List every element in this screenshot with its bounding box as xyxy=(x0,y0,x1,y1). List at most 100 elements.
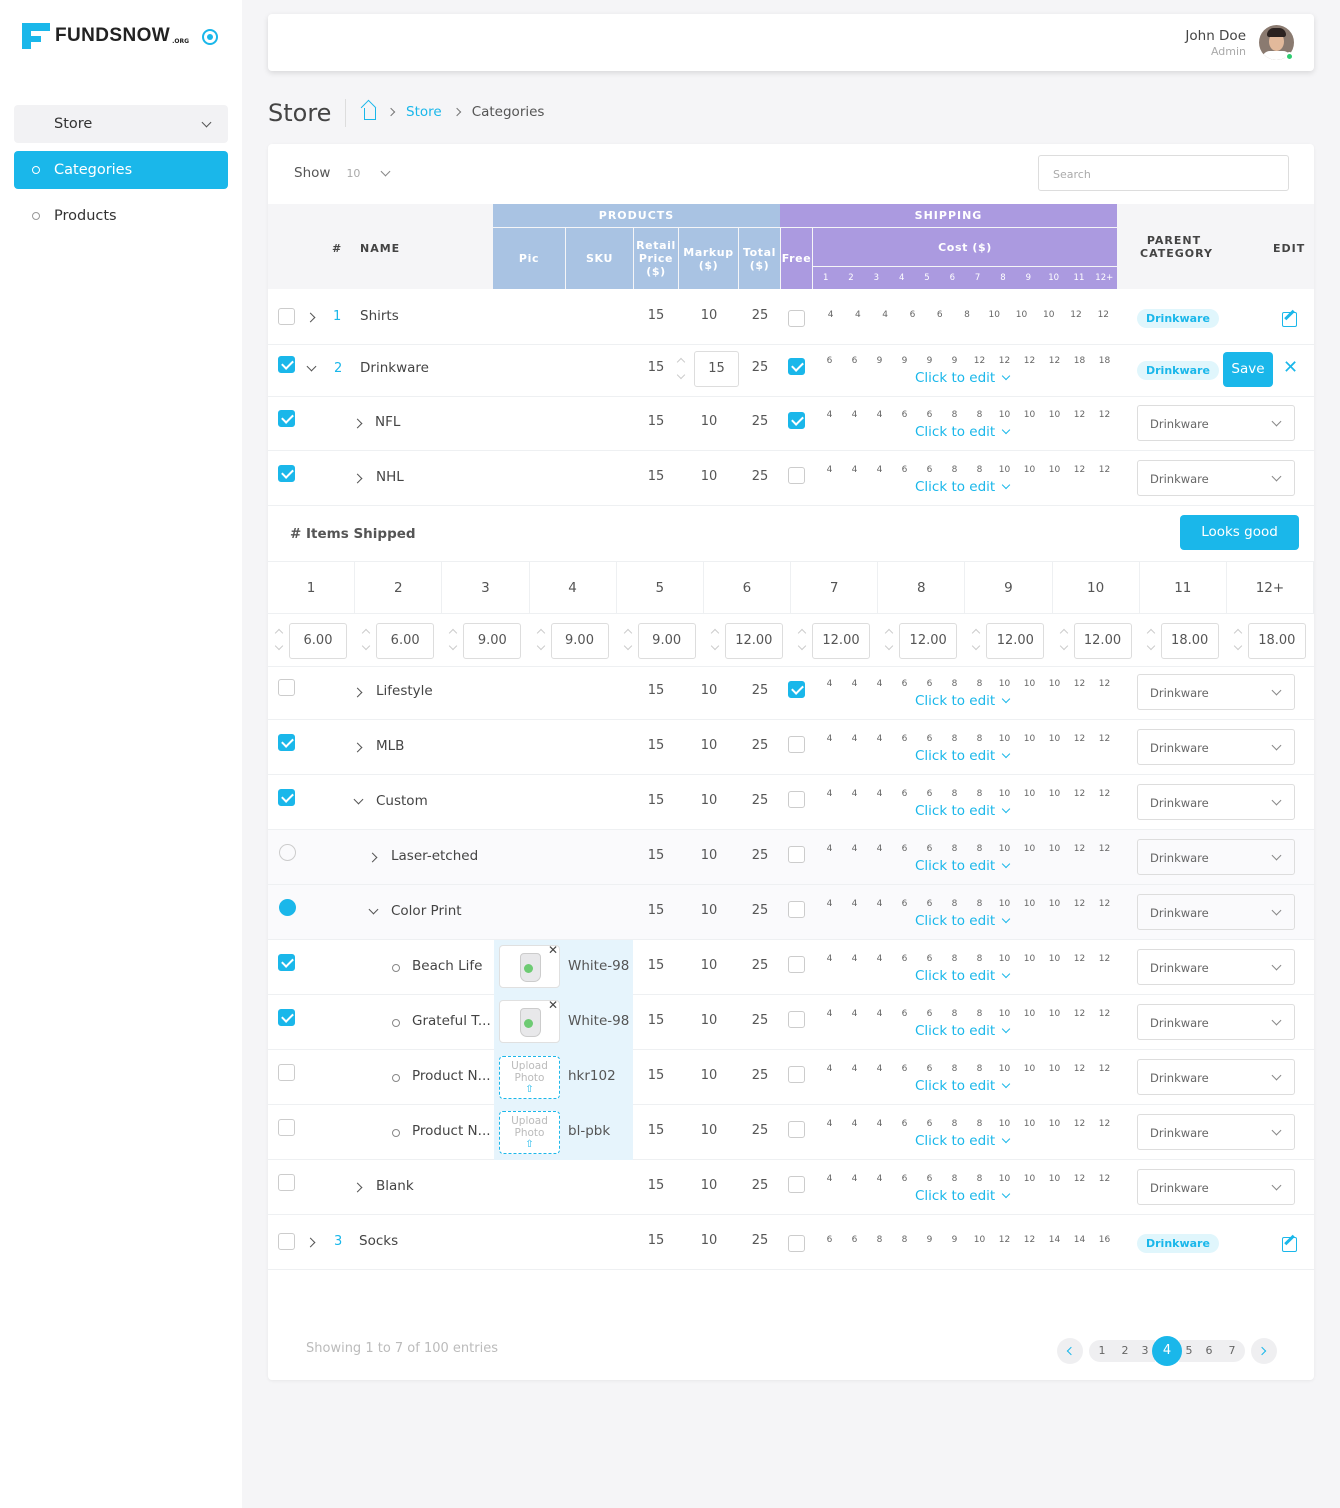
expand-icon[interactable] xyxy=(352,473,363,484)
quantity-stepper[interactable] xyxy=(361,627,371,653)
free-shipping-checkbox[interactable] xyxy=(788,681,805,698)
parent-category-select[interactable]: Drinkware xyxy=(1137,949,1295,985)
row-checkbox[interactable] xyxy=(278,954,295,971)
click-to-edit-link[interactable]: Click to edit xyxy=(915,748,1011,764)
click-to-edit-link[interactable]: Click to edit xyxy=(915,424,1011,440)
collapse-icon[interactable] xyxy=(368,904,379,915)
row-name[interactable]: Lifestyle xyxy=(376,683,433,699)
click-to-edit-link[interactable]: Click to edit xyxy=(915,370,1011,386)
quantity-stepper[interactable] xyxy=(884,627,894,653)
shipping-cost-input[interactable]: 18.00 xyxy=(1247,623,1306,659)
expand-icon[interactable] xyxy=(367,852,378,863)
parent-category-select[interactable]: Drinkware xyxy=(1137,405,1295,441)
free-shipping-checkbox[interactable] xyxy=(788,791,805,808)
parent-category-select[interactable]: Drinkware xyxy=(1137,839,1295,875)
expand-icon[interactable] xyxy=(352,418,363,429)
edit-icon[interactable] xyxy=(1282,312,1297,327)
quantity-stepper[interactable] xyxy=(1146,627,1156,653)
shipping-cost-input[interactable]: 9.00 xyxy=(463,623,522,659)
quantity-stepper[interactable] xyxy=(710,627,720,653)
brand-logo[interactable]: FUNDSNOW .ORG xyxy=(22,23,189,49)
save-button[interactable]: Save xyxy=(1223,352,1273,387)
shipping-cost-input[interactable]: 9.00 xyxy=(637,623,696,659)
row-name[interactable]: Grateful T... xyxy=(412,1013,491,1029)
row-checkbox[interactable] xyxy=(278,1119,295,1136)
row-name[interactable]: NHL xyxy=(376,469,404,485)
parent-category-select[interactable]: Drinkware xyxy=(1137,1004,1295,1040)
markup-stepper[interactable] xyxy=(676,356,686,382)
free-shipping-checkbox[interactable] xyxy=(788,1176,805,1193)
sidebar-item-categories[interactable]: Categories xyxy=(14,151,228,189)
quantity-stepper[interactable] xyxy=(1059,627,1069,653)
parent-category-select[interactable]: Drinkware xyxy=(1137,894,1295,930)
quantity-stepper[interactable] xyxy=(448,627,458,653)
chevron-down-icon[interactable] xyxy=(380,166,391,176)
markup-input[interactable]: 15 xyxy=(694,351,739,387)
row-name[interactable]: Product N... xyxy=(412,1123,491,1139)
shipping-cost-input[interactable]: 12.00 xyxy=(724,623,783,659)
upload-photo-button[interactable]: Upload Photo ⇧ xyxy=(499,1056,560,1099)
click-to-edit-link[interactable]: Click to edit xyxy=(915,1133,1011,1149)
product-thumbnail[interactable] xyxy=(499,945,560,988)
free-shipping-checkbox[interactable] xyxy=(788,1011,805,1028)
free-shipping-checkbox[interactable] xyxy=(788,412,805,429)
quantity-stepper[interactable] xyxy=(797,627,807,653)
search-input[interactable]: Search xyxy=(1038,155,1289,191)
expand-icon[interactable] xyxy=(305,1237,316,1248)
row-name[interactable]: MLB xyxy=(376,738,405,754)
row-checkbox[interactable] xyxy=(278,465,295,482)
page-1[interactable]: 1 xyxy=(1089,1340,1115,1362)
expand-icon[interactable] xyxy=(352,742,363,753)
parent-category-select[interactable]: Drinkware xyxy=(1137,1169,1295,1205)
target-icon[interactable] xyxy=(202,29,218,45)
free-shipping-checkbox[interactable] xyxy=(788,467,805,484)
next-page-button[interactable] xyxy=(1251,1338,1277,1364)
row-radio[interactable] xyxy=(279,844,296,861)
free-shipping-checkbox[interactable] xyxy=(788,358,805,375)
parent-category-select[interactable]: Drinkware xyxy=(1137,674,1295,710)
row-checkbox[interactable] xyxy=(278,356,295,373)
quantity-stepper[interactable] xyxy=(274,627,284,653)
parent-category-select[interactable]: Drinkware xyxy=(1137,460,1295,496)
row-name[interactable]: Laser-etched xyxy=(391,848,479,864)
row-name[interactable]: NFL xyxy=(375,414,401,430)
row-name[interactable]: Product N... xyxy=(412,1068,491,1084)
parent-category-select[interactable]: Drinkware xyxy=(1137,1114,1295,1150)
row-checkbox[interactable] xyxy=(278,734,295,751)
row-checkbox[interactable] xyxy=(278,1233,295,1250)
row-name[interactable]: Beach Life xyxy=(412,958,483,974)
shipping-cost-input[interactable]: 12.00 xyxy=(899,623,958,659)
shipping-cost-input[interactable]: 18.00 xyxy=(1160,623,1219,659)
parent-category-select[interactable]: Drinkware xyxy=(1137,729,1295,765)
row-checkbox[interactable] xyxy=(278,1009,295,1026)
page-size-select[interactable]: 10 xyxy=(346,166,361,180)
click-to-edit-link[interactable]: Click to edit xyxy=(915,1188,1011,1204)
row-checkbox[interactable] xyxy=(278,679,295,696)
parent-category-select[interactable]: Drinkware xyxy=(1137,784,1295,820)
free-shipping-checkbox[interactable] xyxy=(788,310,805,327)
product-thumbnail[interactable] xyxy=(499,1000,560,1043)
page-3[interactable]: 3 xyxy=(1135,1340,1155,1362)
looks-good-button[interactable]: Looks good xyxy=(1180,515,1299,550)
row-name[interactable]: Blank xyxy=(376,1178,414,1194)
row-checkbox[interactable] xyxy=(278,1064,295,1081)
free-shipping-checkbox[interactable] xyxy=(788,1121,805,1138)
row-checkbox[interactable] xyxy=(278,308,295,325)
edit-icon[interactable] xyxy=(1282,1237,1297,1252)
row-name[interactable]: Shirts xyxy=(360,308,399,324)
click-to-edit-link[interactable]: Click to edit xyxy=(915,479,1011,495)
row-checkbox[interactable] xyxy=(278,410,295,427)
click-to-edit-link[interactable]: Click to edit xyxy=(915,968,1011,984)
click-to-edit-link[interactable]: Click to edit xyxy=(915,1023,1011,1039)
avatar[interactable] xyxy=(1259,25,1294,60)
close-icon[interactable]: ✕ xyxy=(1283,357,1299,378)
shipping-cost-input[interactable]: 9.00 xyxy=(550,623,609,659)
quantity-stepper[interactable] xyxy=(623,627,633,653)
row-name[interactable]: Color Print xyxy=(391,903,462,919)
quantity-stepper[interactable] xyxy=(1233,627,1243,653)
breadcrumb-store[interactable]: Store xyxy=(406,104,442,120)
upload-photo-button[interactable]: Upload Photo ⇧ xyxy=(499,1111,560,1154)
row-name[interactable]: Drinkware xyxy=(360,360,429,376)
home-icon[interactable] xyxy=(364,107,376,120)
page-5[interactable]: 5 xyxy=(1179,1340,1199,1362)
